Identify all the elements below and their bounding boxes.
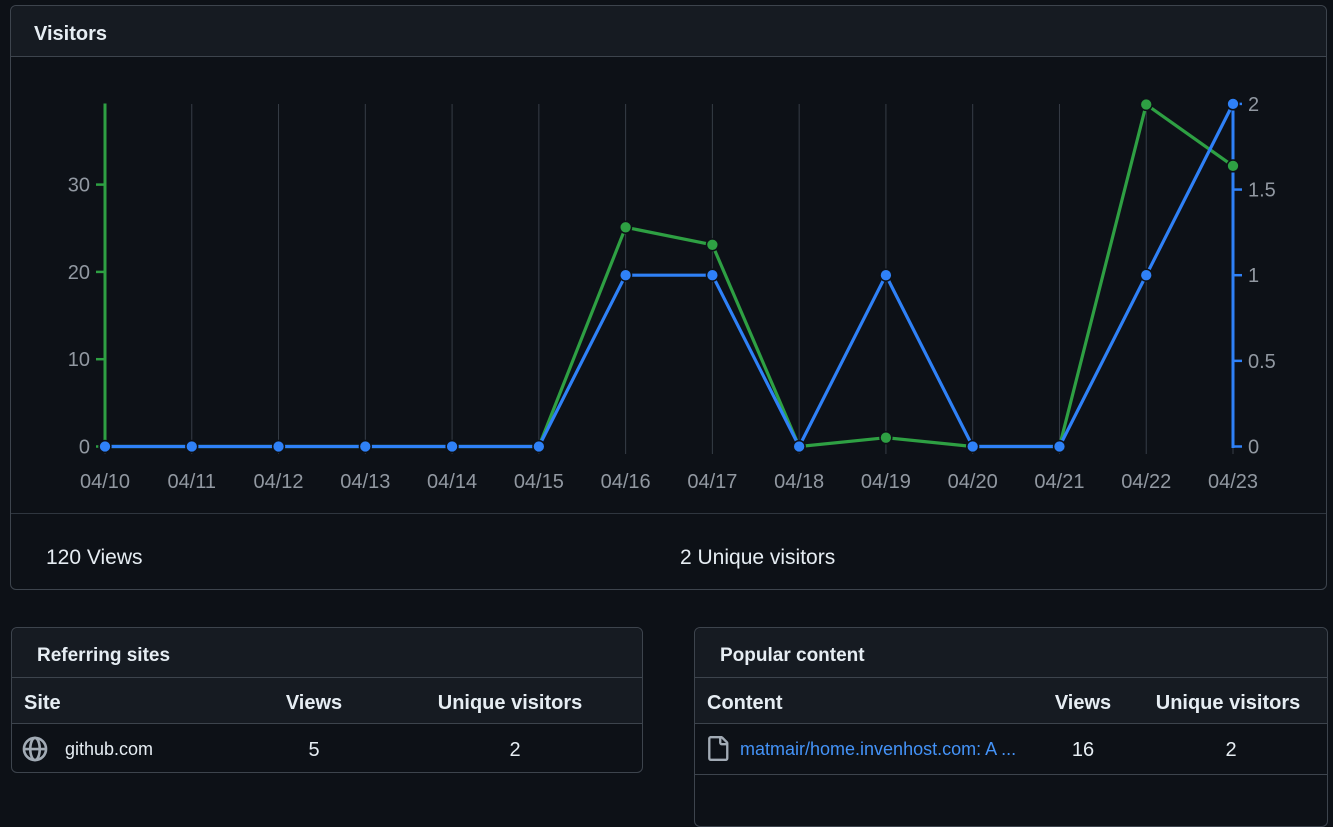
svg-text:0: 0 (79, 437, 90, 459)
svg-text:04/21: 04/21 (1034, 471, 1084, 493)
svg-text:0.5: 0.5 (1248, 351, 1276, 373)
svg-text:04/11: 04/11 (167, 471, 216, 493)
svg-text:04/17: 04/17 (687, 471, 737, 493)
svg-text:2: 2 (1248, 94, 1259, 116)
svg-text:04/19: 04/19 (861, 471, 911, 493)
svg-text:0: 0 (1248, 437, 1259, 459)
svg-text:04/14: 04/14 (427, 471, 477, 493)
svg-text:04/16: 04/16 (601, 471, 651, 493)
svg-text:04/18: 04/18 (774, 471, 824, 493)
svg-text:1.5: 1.5 (1248, 180, 1276, 202)
svg-text:10: 10 (68, 349, 90, 371)
svg-text:1: 1 (1248, 265, 1259, 287)
svg-text:04/22: 04/22 (1121, 471, 1171, 493)
svg-text:04/23: 04/23 (1208, 471, 1258, 493)
svg-text:04/20: 04/20 (948, 471, 998, 493)
svg-text:04/12: 04/12 (254, 471, 304, 493)
svg-text:30: 30 (68, 175, 90, 197)
svg-text:20: 20 (68, 262, 90, 284)
svg-text:04/10: 04/10 (80, 471, 130, 493)
svg-text:04/13: 04/13 (340, 471, 390, 493)
svg-text:04/15: 04/15 (514, 471, 564, 493)
